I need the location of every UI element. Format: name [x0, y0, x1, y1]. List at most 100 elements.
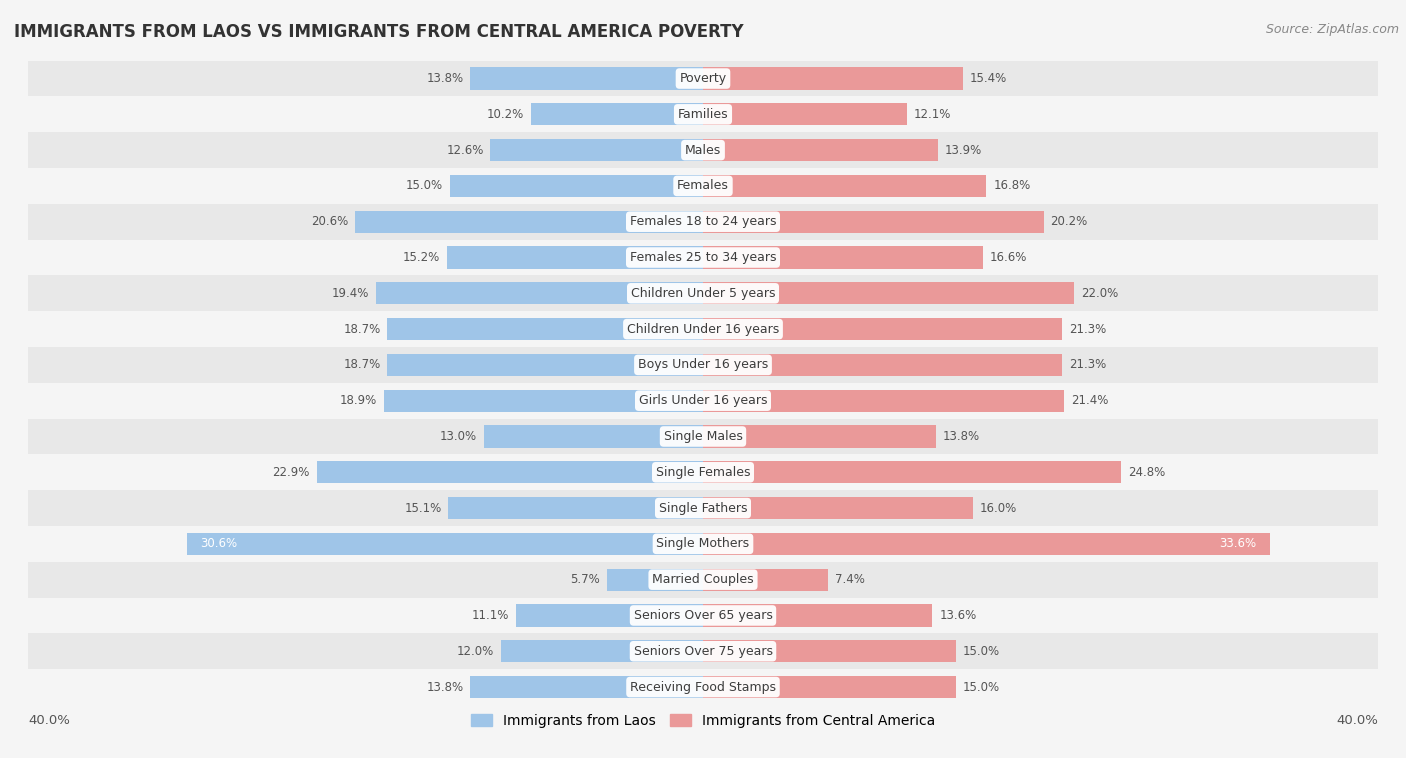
Text: 22.9%: 22.9% — [273, 465, 309, 479]
Text: 22.0%: 22.0% — [1081, 287, 1118, 300]
Text: 13.8%: 13.8% — [426, 72, 464, 85]
Text: 13.9%: 13.9% — [945, 143, 981, 157]
Text: 15.0%: 15.0% — [406, 180, 443, 193]
Bar — [703, 390, 1064, 412]
Text: 10.2%: 10.2% — [486, 108, 524, 121]
Bar — [703, 676, 956, 698]
Bar — [375, 282, 703, 305]
Bar — [531, 103, 703, 125]
Bar — [447, 246, 703, 268]
Bar — [703, 354, 1063, 376]
Text: 18.7%: 18.7% — [343, 359, 381, 371]
Text: Seniors Over 75 years: Seniors Over 75 years — [634, 645, 772, 658]
Bar — [703, 533, 1270, 555]
Bar — [607, 568, 703, 590]
Bar — [187, 533, 703, 555]
Text: Children Under 5 years: Children Under 5 years — [631, 287, 775, 300]
Bar — [703, 318, 1063, 340]
Text: 5.7%: 5.7% — [571, 573, 600, 586]
Bar — [516, 604, 703, 627]
Text: Poverty: Poverty — [679, 72, 727, 85]
Bar — [28, 275, 1378, 312]
Bar — [28, 168, 1378, 204]
Text: 16.6%: 16.6% — [990, 251, 1028, 264]
Text: Females 25 to 34 years: Females 25 to 34 years — [630, 251, 776, 264]
Bar — [703, 568, 828, 590]
Bar — [28, 347, 1378, 383]
Bar — [28, 526, 1378, 562]
Text: 15.0%: 15.0% — [963, 645, 1000, 658]
Bar — [703, 497, 973, 519]
Bar — [703, 211, 1043, 233]
Bar — [388, 354, 703, 376]
Bar — [450, 175, 703, 197]
Bar — [703, 425, 936, 447]
Text: 16.8%: 16.8% — [993, 180, 1031, 193]
Text: Males: Males — [685, 143, 721, 157]
Text: 7.4%: 7.4% — [835, 573, 865, 586]
Text: 13.0%: 13.0% — [440, 430, 477, 443]
Bar — [449, 497, 703, 519]
Bar — [28, 490, 1378, 526]
Bar — [484, 425, 703, 447]
Bar — [28, 240, 1378, 275]
Bar — [28, 454, 1378, 490]
Text: 21.3%: 21.3% — [1069, 359, 1107, 371]
Bar — [28, 597, 1378, 634]
Bar — [28, 312, 1378, 347]
Text: 12.6%: 12.6% — [446, 143, 484, 157]
Bar — [703, 604, 932, 627]
Text: Married Couples: Married Couples — [652, 573, 754, 586]
Bar — [703, 139, 938, 161]
Text: 19.4%: 19.4% — [332, 287, 368, 300]
Text: Seniors Over 65 years: Seniors Over 65 years — [634, 609, 772, 622]
Bar — [703, 641, 956, 662]
Text: 18.9%: 18.9% — [340, 394, 377, 407]
Bar — [28, 204, 1378, 240]
Text: 20.2%: 20.2% — [1050, 215, 1088, 228]
Text: 18.7%: 18.7% — [343, 323, 381, 336]
Text: 40.0%: 40.0% — [1336, 714, 1378, 727]
Text: 11.1%: 11.1% — [471, 609, 509, 622]
Text: 12.0%: 12.0% — [457, 645, 494, 658]
Bar — [470, 676, 703, 698]
Text: 12.1%: 12.1% — [914, 108, 952, 121]
Text: Receiving Food Stamps: Receiving Food Stamps — [630, 681, 776, 694]
Bar — [703, 175, 987, 197]
Bar — [703, 103, 907, 125]
Bar — [28, 132, 1378, 168]
Bar — [356, 211, 703, 233]
Bar — [28, 562, 1378, 597]
Bar — [501, 641, 703, 662]
Text: Single Fathers: Single Fathers — [659, 502, 747, 515]
Legend: Immigrants from Laos, Immigrants from Central America: Immigrants from Laos, Immigrants from Ce… — [465, 708, 941, 734]
Text: IMMIGRANTS FROM LAOS VS IMMIGRANTS FROM CENTRAL AMERICA POVERTY: IMMIGRANTS FROM LAOS VS IMMIGRANTS FROM … — [14, 23, 744, 41]
Bar — [316, 461, 703, 484]
Text: 13.6%: 13.6% — [939, 609, 976, 622]
Bar — [28, 61, 1378, 96]
Bar — [703, 461, 1122, 484]
Bar — [28, 669, 1378, 705]
Text: Girls Under 16 years: Girls Under 16 years — [638, 394, 768, 407]
Bar — [28, 418, 1378, 454]
Text: 20.6%: 20.6% — [312, 215, 349, 228]
Text: Single Males: Single Males — [664, 430, 742, 443]
Text: Single Females: Single Females — [655, 465, 751, 479]
Text: Females 18 to 24 years: Females 18 to 24 years — [630, 215, 776, 228]
Text: Single Mothers: Single Mothers — [657, 537, 749, 550]
Bar — [703, 282, 1074, 305]
Text: Children Under 16 years: Children Under 16 years — [627, 323, 779, 336]
Bar — [28, 383, 1378, 418]
Text: Source: ZipAtlas.com: Source: ZipAtlas.com — [1265, 23, 1399, 36]
Text: 21.3%: 21.3% — [1069, 323, 1107, 336]
Text: 15.4%: 15.4% — [970, 72, 1007, 85]
Text: 40.0%: 40.0% — [28, 714, 70, 727]
Text: 13.8%: 13.8% — [942, 430, 980, 443]
Text: 21.4%: 21.4% — [1071, 394, 1108, 407]
Bar — [470, 67, 703, 89]
Bar — [28, 634, 1378, 669]
Bar — [703, 246, 983, 268]
Bar — [28, 96, 1378, 132]
Text: 33.6%: 33.6% — [1219, 537, 1257, 550]
Bar — [384, 390, 703, 412]
